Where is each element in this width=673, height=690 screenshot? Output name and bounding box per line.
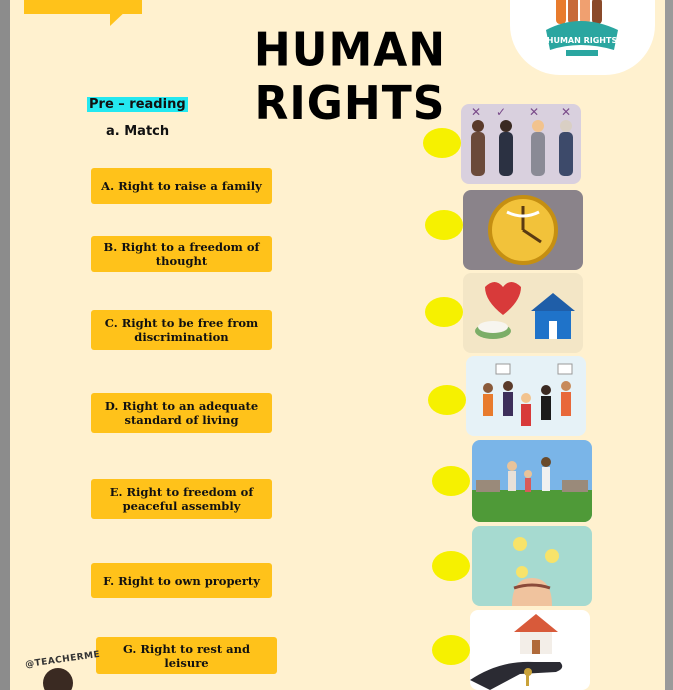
answer-dot-4[interactable] xyxy=(428,385,466,415)
right-item-c[interactable]: C. Right to be free from discrimination xyxy=(91,310,272,350)
left-margin xyxy=(0,0,10,690)
logo: HUMAN RIGHTS xyxy=(510,0,655,75)
answer-dot-1[interactable] xyxy=(423,128,461,158)
avatar xyxy=(43,668,73,690)
right-item-e[interactable]: E. Right to freedom of peaceful assembly xyxy=(91,479,272,519)
answer-dot-2[interactable] xyxy=(425,210,463,240)
answer-dot-3[interactable] xyxy=(425,297,463,327)
answer-dot-7[interactable] xyxy=(432,635,470,665)
exercise-label: a. Match xyxy=(106,124,170,139)
page-title: HUMAN RIGHTS xyxy=(253,23,447,131)
right-item-g[interactable]: G. Right to rest and leisure xyxy=(96,637,277,674)
raised-hands-logo-icon: HUMAN RIGHTS xyxy=(546,0,618,56)
section-label: Pre – reading xyxy=(87,97,188,112)
svg-text:✕: ✕ xyxy=(561,105,571,119)
clock-leisure-icon xyxy=(463,190,583,270)
protest-assembly-icon xyxy=(466,356,586,436)
svg-text:✓: ✓ xyxy=(496,105,506,119)
right-item-b[interactable]: B. Right to a freedom of thought xyxy=(91,236,272,272)
right-item-d[interactable]: D. Right to an adequate standard of livi… xyxy=(91,393,272,433)
right-item-a[interactable]: A. Right to raise a family xyxy=(91,168,272,204)
logo-text: HUMAN RIGHTS xyxy=(547,36,618,45)
svg-text:✕: ✕ xyxy=(471,105,481,119)
answer-dot-5[interactable] xyxy=(432,466,470,496)
family-outdoors-icon xyxy=(472,440,592,522)
standard-of-living-icon xyxy=(463,273,583,353)
svg-text:✕: ✕ xyxy=(529,105,539,119)
house-keys-property-icon xyxy=(470,610,590,690)
worksheet-page: HUMAN RIGHTS HUMAN RIGHTS Pre – reading … xyxy=(10,0,665,690)
corner-banner-arrow xyxy=(110,0,146,26)
teacher-stamp: @TEACHERME xyxy=(24,649,101,671)
thought-lightbulbs-icon xyxy=(472,526,592,606)
right-margin xyxy=(665,0,673,690)
right-item-f[interactable]: F. Right to own property xyxy=(91,563,272,598)
answer-dot-6[interactable] xyxy=(432,551,470,581)
discrimination-people-icon: ✕ ✓ ✕ ✕ xyxy=(461,104,581,184)
